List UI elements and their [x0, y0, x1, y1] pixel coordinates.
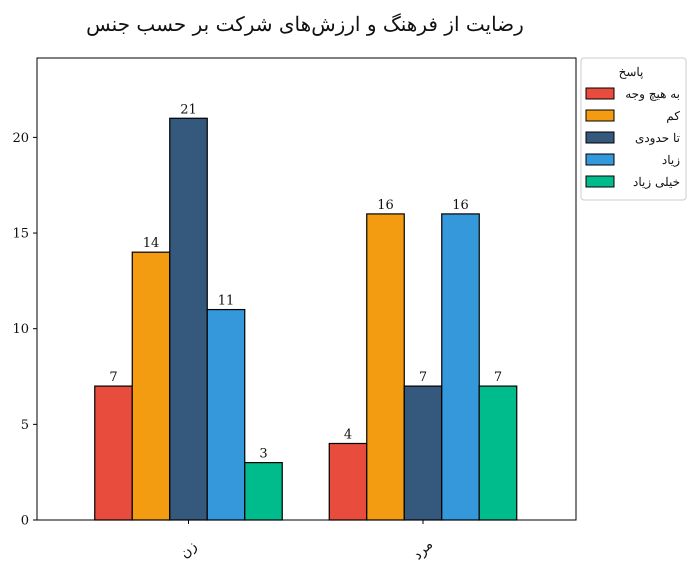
- y-tick-label: 15: [12, 227, 29, 242]
- bar-labels-group: 7 4 14 16 21 7 11 16 3 7: [109, 102, 502, 461]
- bar-value-label: 14: [143, 236, 160, 251]
- legend-label: زیاد: [662, 153, 680, 167]
- bar: [94, 385, 133, 521]
- y-tick-label: 0: [21, 514, 29, 529]
- bar: [366, 213, 405, 521]
- x-tick-label: زن: [177, 538, 200, 561]
- chart-title: رضایت از فرهنگ و ارزش‌های شرکت بر حسب جن…: [86, 12, 524, 36]
- bar: [244, 462, 283, 521]
- bar-value-label: 7: [494, 370, 502, 385]
- bar-value-label: 4: [344, 427, 352, 442]
- bar-value-label: 11: [218, 294, 235, 309]
- bar: [169, 117, 208, 521]
- legend: پاسخ به هیچ وجه کم تا حدودی زیاد خیلی زیاد: [580, 57, 687, 201]
- x-axis: زن مرد: [177, 520, 436, 563]
- legend-swatch: [585, 87, 615, 100]
- bar: [441, 213, 480, 521]
- legend-swatch: [585, 109, 615, 122]
- legend-label: خیلی زیاد: [633, 175, 680, 189]
- y-tick-label: 20: [12, 131, 29, 146]
- bar-value-label: 3: [259, 447, 267, 462]
- bars-group: [94, 117, 518, 521]
- bar-value-label: 16: [377, 198, 394, 213]
- legend-swatch: [585, 175, 615, 188]
- legend-label: به هیچ وجه: [625, 87, 680, 101]
- y-axis: 0 5 10 15 20: [12, 131, 37, 529]
- legend-label: کم: [666, 109, 680, 123]
- bar: [328, 442, 368, 521]
- legend-title: پاسخ: [619, 65, 644, 79]
- bar: [206, 308, 246, 521]
- bar-value-label: 7: [109, 370, 117, 385]
- bar: [131, 251, 171, 521]
- legend-items: به هیچ وجه کم تا حدودی زیاد خیلی زیاد: [585, 87, 680, 189]
- x-tick-label: مرد: [410, 537, 436, 563]
- bar-value-label: 7: [419, 370, 427, 385]
- bar: [403, 385, 443, 521]
- y-tick-label: 5: [21, 418, 29, 433]
- bar: [478, 385, 518, 521]
- bar-value-label: 21: [180, 102, 197, 117]
- y-tick-label: 10: [12, 322, 29, 337]
- legend-label: تا حدودی: [635, 131, 680, 145]
- bar-value-label: 16: [452, 198, 469, 213]
- legend-swatch: [585, 131, 615, 144]
- legend-swatch: [585, 153, 615, 166]
